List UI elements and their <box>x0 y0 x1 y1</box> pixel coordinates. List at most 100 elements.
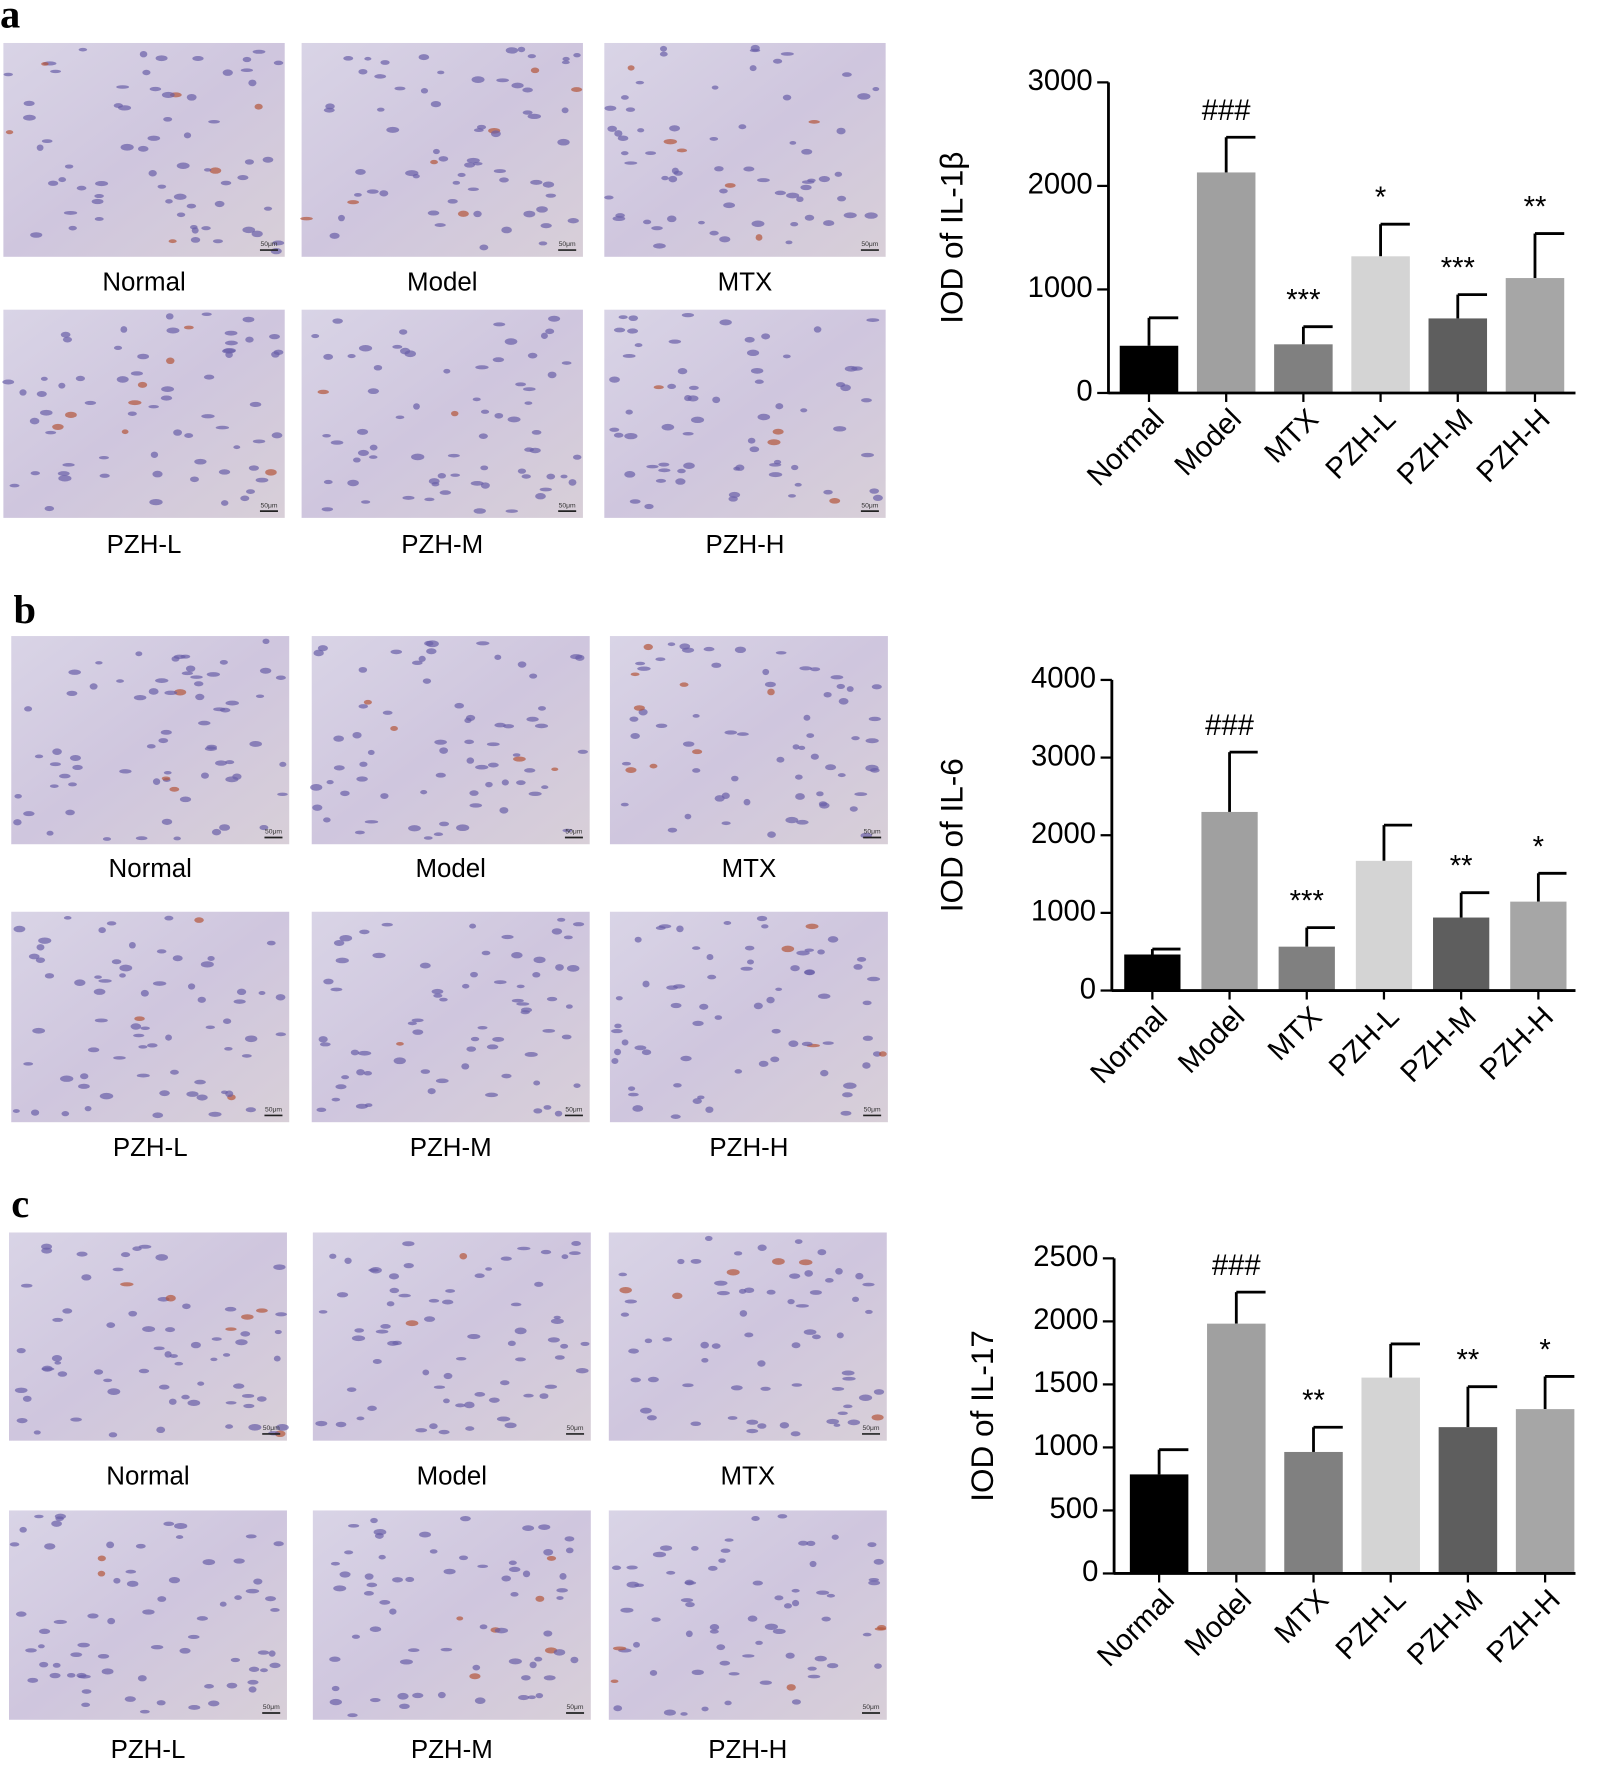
cell <box>242 56 252 63</box>
cell <box>126 1580 139 1587</box>
cell <box>796 950 810 956</box>
cell <box>534 1281 544 1287</box>
cell <box>626 1565 638 1570</box>
cell <box>51 1520 62 1527</box>
cell <box>709 230 719 236</box>
cell <box>22 1395 32 1402</box>
cell <box>658 468 671 473</box>
cell <box>817 993 831 999</box>
cell <box>150 1644 164 1650</box>
cell <box>754 379 764 384</box>
cell <box>58 382 66 389</box>
cell <box>399 1703 410 1709</box>
cell <box>856 957 867 962</box>
cell <box>445 1289 456 1293</box>
cell <box>627 328 639 334</box>
cell <box>620 95 629 100</box>
cell <box>344 1550 354 1555</box>
cell <box>257 1650 270 1655</box>
cell <box>709 136 719 141</box>
cell <box>128 1310 138 1317</box>
panel-label: c <box>11 1181 29 1226</box>
cell <box>854 792 868 796</box>
cell <box>40 409 53 416</box>
cell <box>573 1083 581 1088</box>
cell <box>480 409 490 414</box>
y-axis-label: IOD of IL-6 <box>934 758 970 912</box>
cell <box>714 1280 728 1286</box>
cell <box>767 688 775 696</box>
cell <box>620 151 629 156</box>
cell <box>691 1546 699 1551</box>
cell <box>233 1383 245 1389</box>
cell <box>865 1309 873 1314</box>
cell <box>554 1110 563 1117</box>
cell <box>508 1566 521 1573</box>
cell <box>561 107 569 114</box>
cell <box>789 1273 801 1279</box>
y-tick-label: 2500 <box>1033 1241 1098 1273</box>
cell <box>170 1069 179 1075</box>
significance-label: ### <box>1202 95 1252 127</box>
cell <box>808 120 820 124</box>
cell <box>274 1329 282 1335</box>
cell <box>743 1287 755 1293</box>
cell <box>649 763 658 769</box>
cell <box>165 1294 176 1302</box>
bar <box>1428 318 1488 393</box>
cell <box>35 957 46 964</box>
cell <box>474 1392 486 1397</box>
cell <box>419 1531 431 1538</box>
cell <box>814 1655 827 1662</box>
cell <box>791 1342 801 1349</box>
cell <box>501 779 509 786</box>
image-caption: Model <box>407 269 477 297</box>
cell <box>551 928 563 935</box>
cell <box>466 157 480 164</box>
cell <box>822 1041 834 1045</box>
cell <box>113 1577 121 1584</box>
cell <box>787 1299 795 1305</box>
cell <box>53 1619 67 1625</box>
cell <box>516 1002 530 1006</box>
cell <box>173 836 181 841</box>
cell <box>357 1050 372 1056</box>
cell <box>470 971 478 978</box>
cell <box>116 679 125 683</box>
x-tick-label: PZH-M <box>1395 1001 1483 1089</box>
cell <box>407 1648 420 1652</box>
cell <box>777 1514 788 1519</box>
y-tick-label: 0 <box>1082 1556 1098 1588</box>
cell <box>424 640 434 646</box>
cell <box>116 85 130 89</box>
cell <box>411 660 423 666</box>
cell <box>836 127 846 135</box>
cell <box>779 1422 790 1429</box>
cell <box>637 666 651 671</box>
cell <box>433 1385 446 1389</box>
cell <box>456 824 470 832</box>
cell <box>439 490 452 495</box>
cell <box>492 1036 505 1042</box>
cell <box>690 416 705 424</box>
significance-label: ### <box>1212 1250 1262 1282</box>
cell <box>443 1372 453 1380</box>
cell <box>681 313 695 318</box>
cell <box>742 1654 755 1658</box>
cell <box>734 646 747 654</box>
cell <box>241 1314 254 1320</box>
cell <box>575 1368 589 1374</box>
cell <box>268 1650 276 1657</box>
cell <box>651 1617 661 1622</box>
x-tick-label: Model <box>1179 1584 1258 1663</box>
cell <box>501 1073 512 1079</box>
cell <box>524 768 536 773</box>
cell <box>785 1652 795 1659</box>
cell <box>49 762 61 767</box>
cell <box>644 1338 653 1344</box>
cell <box>422 678 432 684</box>
micrograph <box>301 42 583 257</box>
cell <box>613 432 624 438</box>
cell <box>538 1524 551 1530</box>
cell <box>755 234 763 241</box>
